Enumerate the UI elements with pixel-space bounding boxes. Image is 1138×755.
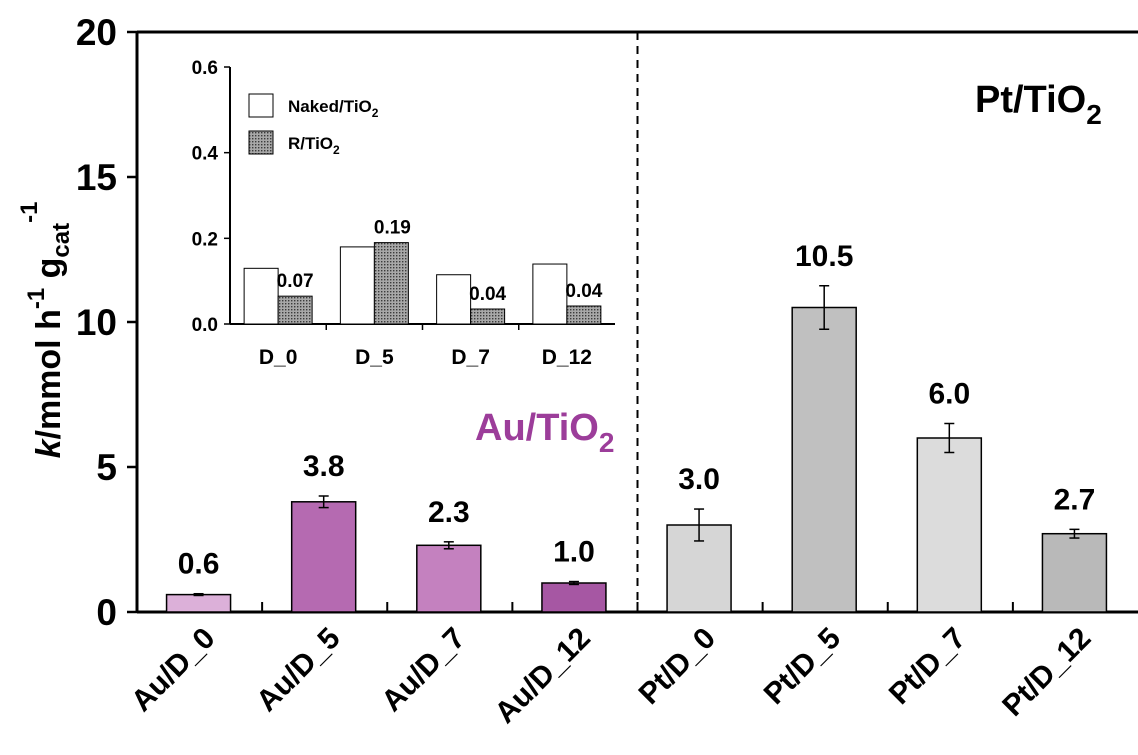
- inset-x-tick-label: D_12: [542, 346, 592, 369]
- inset-data-label: 0.07: [277, 271, 314, 292]
- bar: [416, 544, 482, 613]
- group-label-pt: Pt/TiO2: [975, 79, 1102, 130]
- inset-data-label: 0.04: [469, 284, 506, 305]
- x-tick-label: Pt/D_5: [758, 622, 847, 711]
- inset-legend-label: R/TiO2: [288, 134, 340, 157]
- data-label: 6.0: [928, 378, 970, 411]
- data-label: 0.6: [178, 548, 220, 581]
- inset-bar: [566, 305, 602, 325]
- inset-chart: 0.0 0.2 0.4 0.6 0.07 D_0 0.19 D_5 0.04 D_7 0.04 D_1…: [192, 58, 615, 369]
- x-tick-label: Au/D_0: [125, 622, 221, 718]
- inset-bar: [277, 295, 313, 325]
- y-tick-label: 20: [76, 12, 117, 53]
- bar: [916, 437, 983, 613]
- x-tick-label: Au/D_5: [250, 622, 346, 718]
- bar: [791, 306, 857, 613]
- bar: [290, 501, 357, 613]
- y-tick-label: 15: [76, 157, 117, 198]
- inset-bar: [243, 267, 279, 325]
- inset-x-tick-label: D_7: [451, 346, 490, 369]
- inset-legend-swatch: [248, 93, 274, 118]
- inset-bar: [436, 274, 472, 325]
- group-label-au: Au/TiO2: [475, 407, 614, 458]
- inset-x-tick-label: D_0: [259, 346, 298, 369]
- data-label: 2.3: [428, 496, 470, 529]
- inset-bar: [339, 246, 375, 325]
- y-tick-label: 0: [96, 592, 117, 633]
- x-tick-label: Au/D_7: [375, 622, 471, 718]
- inset-bar: [470, 308, 506, 325]
- data-label: 3.0: [678, 463, 720, 496]
- x-tick-label: Pt/D_12: [996, 622, 1097, 723]
- inset-y-tick-label: 0.6: [192, 58, 218, 79]
- bar: [1041, 532, 1108, 613]
- inset-legend-label: Naked/TiO2: [288, 97, 379, 120]
- inset-bar: [532, 263, 568, 325]
- x-tick-label: Au/D_12: [489, 622, 597, 730]
- inset-bar: [373, 242, 409, 325]
- inset-legend-swatch: [248, 130, 274, 155]
- data-label: 1.0: [553, 536, 595, 569]
- data-label: 10.5: [795, 240, 853, 273]
- data-label: 2.7: [1054, 483, 1096, 516]
- y-tick-label: 10: [76, 302, 117, 343]
- bar: [541, 582, 607, 613]
- inset-y-tick-label: 0.0: [192, 315, 218, 336]
- main-chart: 0 5 10 15 20 k/mmol h-1 gcat-1 0.6 Au/D_0 3.8 Au/…: [16, 12, 1138, 730]
- inset-y-tick-label: 0.4: [192, 144, 219, 165]
- y-tick-label: 5: [96, 447, 117, 488]
- y-axis-label: k/mmol h-1 gcat-1: [16, 202, 75, 459]
- inset-y-tick-label: 0.2: [192, 229, 218, 250]
- x-tick-label: Pt/D_0: [633, 622, 722, 711]
- bar: [165, 593, 232, 613]
- inset-x-tick-label: D_5: [355, 346, 394, 369]
- data-label: 3.8: [303, 450, 345, 483]
- inset-data-label: 0.19: [374, 218, 411, 239]
- inset-data-label: 0.04: [565, 281, 602, 302]
- x-tick-label: Pt/D_7: [883, 622, 972, 711]
